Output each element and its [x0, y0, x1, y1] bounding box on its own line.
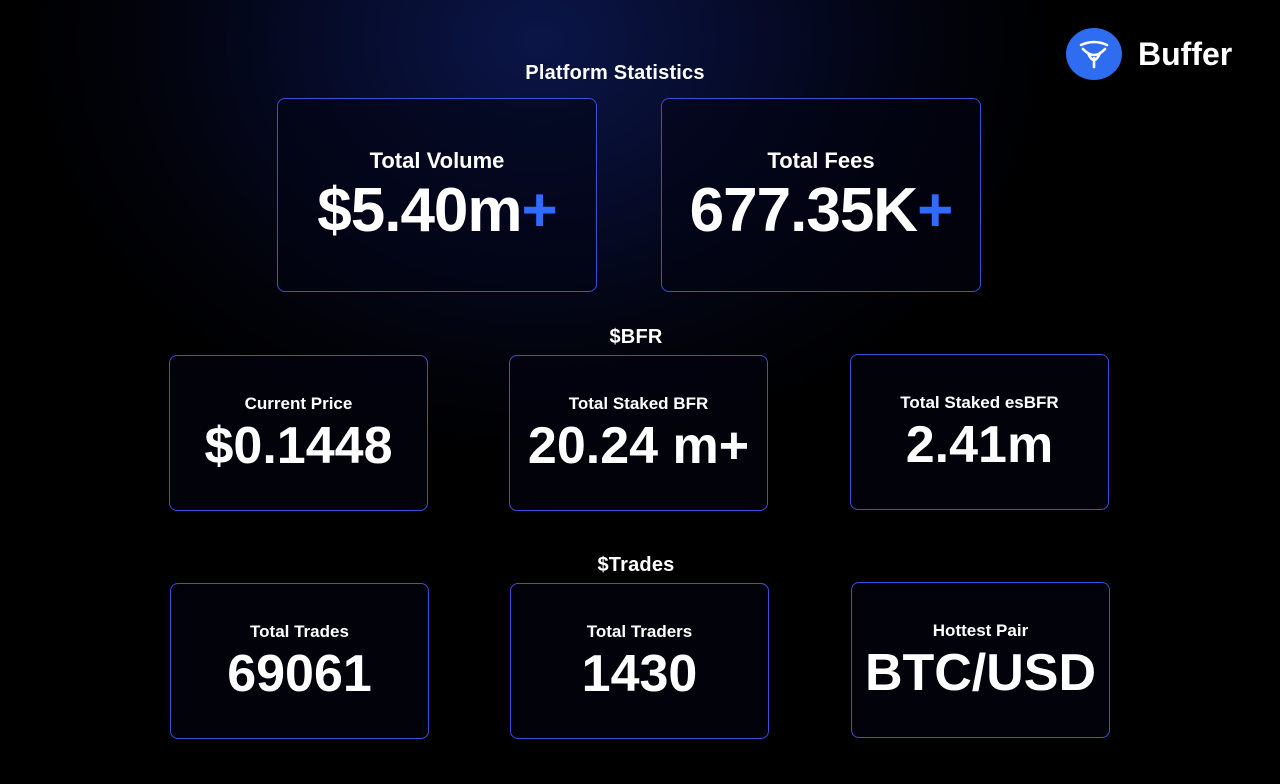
stat-value: 677.35K+	[689, 176, 954, 245]
stat-card-total-volume: Total Volume $5.40m+	[277, 98, 597, 292]
stat-label: Total Traders	[586, 622, 693, 641]
stat-value: 20.24 m+	[527, 417, 750, 475]
stat-value: $0.1448	[204, 417, 393, 475]
stat-value: $5.40m+	[317, 176, 558, 245]
stat-label: Total Volume	[369, 148, 505, 173]
section-title-trades: $Trades	[597, 554, 675, 576]
stat-card-total-trades: Total Trades 69061	[170, 583, 429, 739]
stat-card-total-traders: Total Traders 1430	[510, 583, 769, 739]
stat-label: Total Trades	[250, 622, 349, 641]
plus-suffix: +	[521, 176, 558, 245]
stat-card-total-staked-esbfr: Total Staked esBFR 2.41m	[850, 354, 1109, 510]
stat-label: Hottest Pair	[932, 621, 1029, 640]
stat-card-current-price: Current Price $0.1448	[169, 355, 428, 511]
stat-label: Total Fees	[767, 148, 875, 173]
stat-card-total-staked-bfr: Total Staked BFR 20.24 m+	[509, 355, 768, 511]
stat-card-hottest-pair: Hottest Pair BTC/USD	[851, 582, 1110, 738]
stat-label: Total Staked esBFR	[900, 393, 1059, 412]
plus-suffix: +	[917, 176, 953, 245]
section-title-bfr: $BFR	[609, 326, 663, 348]
section-title-platform: Platform Statistics	[525, 62, 705, 84]
stat-value: 2.41m	[905, 416, 1054, 474]
brand-name: Buffer	[1138, 35, 1233, 72]
stat-label: Current Price	[244, 394, 353, 413]
stat-value: 69061	[227, 645, 372, 703]
stat-value: BTC/USD	[864, 644, 1097, 702]
stat-card-total-fees: Total Fees 677.35K+	[661, 98, 981, 292]
buffer-logo-icon	[1066, 28, 1122, 80]
stat-label: Total Staked BFR	[568, 394, 709, 413]
stat-value: 1430	[581, 645, 698, 703]
brand: Buffer	[1066, 28, 1232, 80]
